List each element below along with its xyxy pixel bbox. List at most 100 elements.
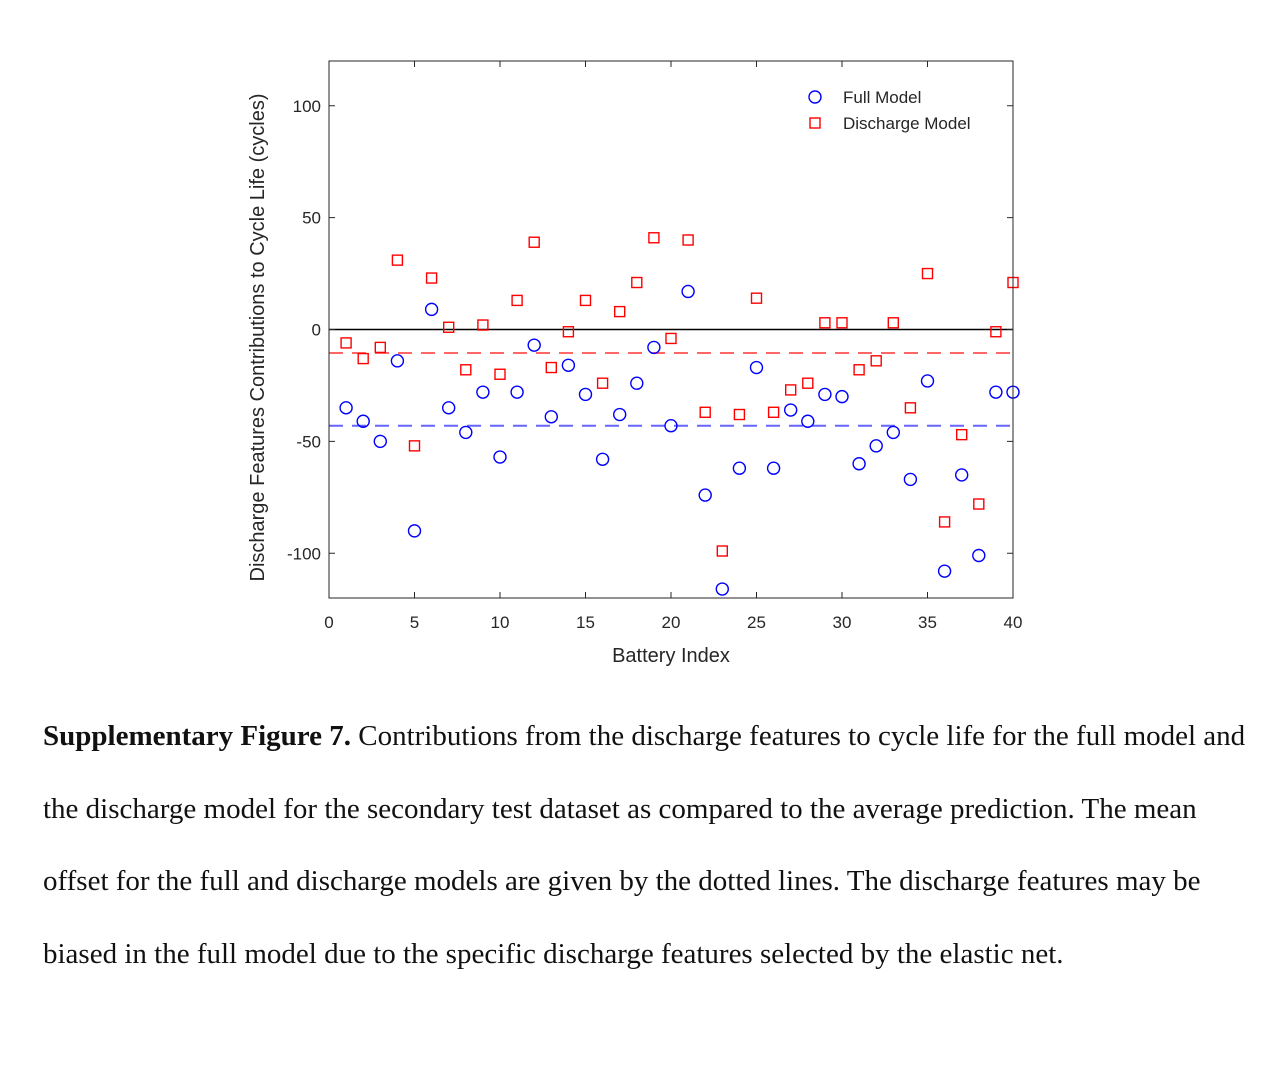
discharge-model-point bbox=[938, 516, 951, 528]
legend-marker bbox=[808, 90, 822, 104]
full-model-point bbox=[766, 461, 781, 475]
full-model-point bbox=[818, 387, 832, 402]
legend: Full Model Discharge Model bbox=[808, 88, 971, 133]
discharge-model-point bbox=[614, 305, 626, 318]
discharge-model-point bbox=[528, 236, 540, 248]
x-tick-label: 15 bbox=[576, 613, 595, 632]
discharge-model-point bbox=[870, 355, 882, 367]
full-model-point bbox=[647, 340, 661, 355]
full-model-point bbox=[732, 461, 747, 475]
full-model-point bbox=[989, 385, 1003, 399]
y-tick-label: 0 bbox=[312, 321, 321, 340]
scatter-chart: 0 5 10 15 20 25 30 35 40 -100 -50 0 50 100 Battery In… bbox=[247, 60, 1023, 667]
full-model-point bbox=[527, 338, 541, 352]
x-tick-label: 5 bbox=[410, 613, 419, 632]
y-tick-label: -100 bbox=[287, 544, 321, 563]
discharge-model-point bbox=[631, 276, 643, 289]
x-tick-label: 20 bbox=[662, 613, 681, 632]
full-model-point bbox=[698, 488, 712, 502]
full-model-point bbox=[886, 425, 900, 440]
y-tick-label: 50 bbox=[302, 209, 321, 228]
discharge-model-point bbox=[682, 234, 694, 246]
legend-label: Discharge Model bbox=[843, 114, 971, 133]
full-model-point bbox=[561, 358, 576, 372]
discharge-model-point bbox=[956, 428, 968, 441]
discharge-model-point bbox=[819, 317, 831, 329]
full-model-point bbox=[955, 468, 969, 482]
caption-label: Supplementary Figure 7. bbox=[43, 720, 351, 752]
full-model-point bbox=[852, 457, 866, 471]
caption-text: Contributions from the discharge feature… bbox=[43, 720, 1246, 970]
discharge-model-point bbox=[648, 232, 660, 244]
discharge-model-point bbox=[699, 406, 711, 418]
discharge-model-point bbox=[785, 384, 797, 396]
discharge-model-point bbox=[477, 319, 489, 331]
x-tick-label: 10 bbox=[491, 613, 510, 632]
full-model-point bbox=[630, 376, 644, 390]
full-model-point bbox=[595, 452, 610, 466]
x-tick-label: 25 bbox=[747, 613, 766, 632]
x-tick-label: 35 bbox=[918, 613, 937, 632]
full-model-point bbox=[972, 548, 986, 563]
legend-marker bbox=[809, 117, 821, 129]
full-model-point bbox=[493, 450, 507, 464]
full-model-point bbox=[664, 419, 678, 433]
reference-lines bbox=[329, 328, 1013, 427]
data-markers bbox=[339, 232, 1020, 596]
legend-label: Full Model bbox=[843, 88, 921, 107]
discharge-model-point bbox=[374, 341, 386, 354]
discharge-model-point bbox=[579, 294, 592, 307]
discharge-model-point bbox=[596, 377, 609, 389]
full-model-point bbox=[835, 389, 849, 404]
discharge-model-point bbox=[425, 272, 438, 284]
full-model-point bbox=[407, 524, 422, 538]
discharge-model-point bbox=[802, 377, 814, 389]
full-model-point bbox=[510, 385, 524, 399]
discharge-model-point bbox=[973, 498, 985, 510]
discharge-model-point bbox=[904, 402, 917, 414]
full-model-point bbox=[459, 425, 473, 440]
discharge-model-point bbox=[750, 292, 763, 304]
discharge-model-point bbox=[340, 337, 352, 349]
discharge-model-point bbox=[853, 364, 865, 376]
full-model-point bbox=[681, 284, 695, 299]
y-tick-label: -50 bbox=[296, 432, 321, 451]
discharge-model-point bbox=[990, 326, 1002, 338]
discharge-model-point bbox=[494, 368, 506, 380]
discharge-model-point bbox=[836, 317, 848, 329]
discharge-model-point bbox=[921, 267, 934, 280]
full-model-point bbox=[442, 401, 456, 415]
full-model-point bbox=[373, 434, 387, 449]
discharge-model-point bbox=[408, 440, 421, 452]
discharge-model-point bbox=[562, 326, 575, 338]
full-model-point bbox=[749, 360, 764, 375]
full-model-point bbox=[544, 410, 558, 424]
x-tick-label: 0 bbox=[324, 613, 333, 632]
full-model-point bbox=[937, 564, 952, 578]
full-model-point bbox=[390, 354, 405, 368]
full-model-point bbox=[339, 401, 353, 415]
full-model-point bbox=[920, 374, 935, 388]
full-model-point bbox=[903, 472, 918, 487]
full-model-point bbox=[784, 403, 798, 417]
axis-ticks bbox=[328, 61, 1014, 598]
full-model-point bbox=[424, 302, 439, 317]
full-model-point bbox=[476, 385, 490, 399]
full-model-point bbox=[801, 414, 815, 428]
discharge-model-point bbox=[887, 317, 899, 329]
full-model-point bbox=[613, 407, 627, 422]
discharge-model-point bbox=[716, 545, 728, 557]
y-tick-label: 100 bbox=[293, 97, 321, 116]
full-model-point bbox=[578, 387, 593, 402]
discharge-model-point bbox=[511, 294, 523, 307]
discharge-model-point bbox=[391, 254, 404, 266]
full-model-point bbox=[715, 582, 729, 596]
full-model-point bbox=[356, 414, 370, 428]
discharge-model-point bbox=[545, 361, 557, 374]
discharge-model-point bbox=[767, 406, 780, 418]
figure-caption: Supplementary Figure 7. Contributions fr… bbox=[43, 700, 1268, 990]
x-tick-label: 40 bbox=[1004, 613, 1023, 632]
x-axis-label: Battery Index bbox=[612, 645, 730, 667]
discharge-model-point bbox=[460, 364, 472, 376]
discharge-model-point bbox=[665, 332, 677, 345]
